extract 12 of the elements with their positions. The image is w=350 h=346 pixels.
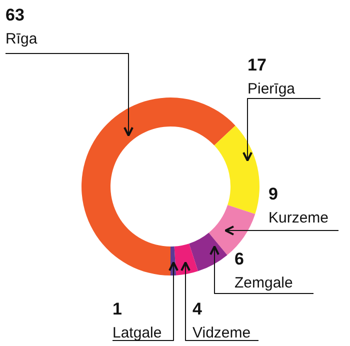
- data-label: 6: [234, 250, 244, 268]
- data-label: 1: [112, 300, 122, 318]
- slice-label: Rīga: [6, 30, 38, 48]
- data-label: 9: [268, 184, 278, 204]
- data-label: 63: [6, 6, 24, 24]
- slice-label: Latgale: [112, 324, 162, 342]
- data-label: 17: [248, 56, 266, 74]
- data-label: 4: [192, 300, 202, 318]
- slice-label: Pierīga: [248, 80, 296, 98]
- slice-label: Vidzeme: [192, 324, 251, 342]
- slice-label: Zemgale: [234, 274, 293, 292]
- slice-label: Kurzeme: [268, 210, 329, 226]
